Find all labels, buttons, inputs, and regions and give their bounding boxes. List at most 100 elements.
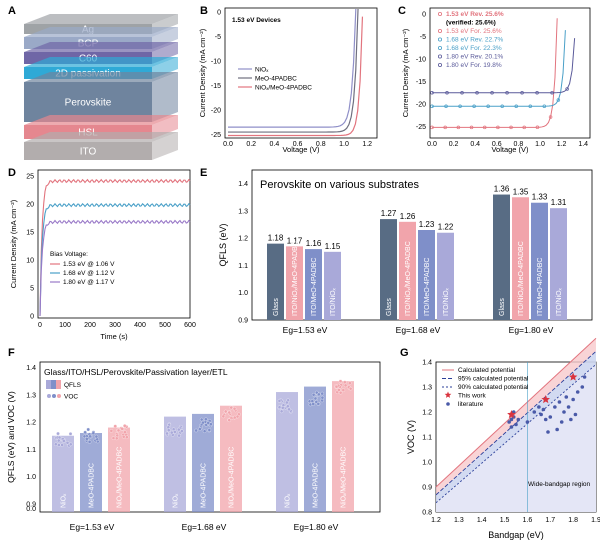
legend-entry: literature [458, 401, 484, 408]
voc-point [311, 392, 316, 397]
legend-entry: QFLS [64, 382, 82, 389]
x-tick-label: 400 [134, 322, 146, 329]
qfls-bar [220, 405, 242, 512]
group-labels-f: Eg=1.53 eV Eg=1.68 eV Eg=1.80 eV [70, 522, 339, 532]
jv-marker [556, 98, 561, 102]
voc-point [320, 391, 324, 396]
qfls-bar [52, 435, 74, 512]
y-tick-label: 25 [26, 174, 34, 181]
legend-swatch [444, 391, 452, 398]
bar-htl-label: NiOₓ [173, 493, 180, 508]
legend-c: 1.53 eV Rev. 25.6% (verified: 25.6%)1.53 … [437, 11, 504, 69]
legend-entry: 1.80 eV @ 1.17 V [63, 279, 115, 286]
voc-point [285, 400, 289, 405]
legend-swatch [46, 380, 51, 389]
legend-entry: 1.53 eV Rev. 25.6% [446, 11, 504, 18]
calculated-potential-line [435, 337, 597, 488]
legend-entry: (verified: 25.6%) [446, 20, 496, 27]
layer-side-face [152, 132, 178, 160]
voc-point [227, 418, 231, 422]
x-tick-label: 300 [109, 322, 121, 329]
bar-substrate-label: ITO/NiOₓ/MeO-4PADBC [292, 241, 299, 316]
jv-marker [514, 104, 518, 108]
group-label: Eg=1.80 eV [294, 522, 339, 532]
jv-marker [490, 90, 494, 95]
voc-point [177, 433, 181, 438]
qfls-bar [304, 386, 326, 512]
qfls-value-label: 1.36 [494, 185, 510, 194]
voc-point [115, 433, 120, 438]
voc-point [125, 435, 129, 439]
jv-marker [528, 104, 533, 108]
x-tick-label: 600 [184, 322, 196, 329]
qfls-value-label: 1.15 [325, 242, 341, 251]
bar-htl-label: NiOₓ [285, 493, 292, 508]
jv-curves-b [228, 8, 364, 137]
group-label: Eg=1.68 eV [182, 522, 227, 532]
potential-band [436, 351, 596, 503]
y-axis-label-d: Current Density (mA cm⁻²) [9, 199, 18, 288]
bar-substrate-label: ITO/NiOₓ/MeO-4PADBC [518, 241, 525, 316]
legend-swatch [52, 394, 56, 398]
voc-point [316, 402, 321, 406]
voc-point [343, 383, 348, 388]
x-tick-label: 1.4 [578, 141, 588, 148]
wide-bandgap-label: Wide-bandgap region [528, 481, 591, 488]
layer-top-face [24, 132, 178, 142]
panel-g: G 1.2 1.3 1.4 1.5 1.6 1.7 1.8 1.90.80.91.01.11.… [400, 337, 600, 540]
stability-curve [39, 219, 191, 317]
jv-marker [456, 125, 461, 130]
voc-point [91, 431, 96, 436]
legend-b: NiOₓ MeO-4PADBC NiOₓ/MeO-4PADBC [238, 67, 312, 92]
y-tick-label: 0 [30, 314, 34, 321]
literature-point [541, 407, 546, 412]
panel-label-a: A [8, 5, 16, 17]
jv-marker [496, 125, 500, 130]
x-tick-label: 1.6 [523, 517, 533, 524]
voc-point [116, 428, 121, 433]
jv-marker [430, 125, 434, 130]
voc-point [310, 399, 315, 403]
voc-point [123, 430, 127, 434]
layer-top-face [24, 42, 178, 52]
jv-marker [505, 90, 509, 95]
y-tick-label: 0 [217, 10, 221, 17]
voc-point [94, 434, 99, 439]
voc-point [235, 414, 240, 419]
literature-point [548, 415, 553, 419]
voc-point [68, 432, 73, 436]
voc-point [166, 425, 171, 429]
y-tick-label: 1.0 [422, 460, 432, 467]
y-tick-label: 1.4 [422, 360, 432, 367]
y-tick-label: 1.2 [238, 236, 248, 243]
legend-entry: MeO-4PADBC [255, 76, 297, 83]
legend-swatch [47, 394, 51, 398]
voc-point [229, 405, 233, 410]
y-tick-label: 15 [26, 230, 34, 237]
legend-g: Calculated potential 95% calculated poten… [442, 367, 529, 408]
layer-top-face [24, 115, 178, 125]
x-tick-label: 500 [159, 322, 171, 329]
voc-point [338, 379, 343, 384]
bar-substrate-label: ITO/NiOₓ [330, 287, 337, 316]
y-axis-label-g: VOC (V) [406, 420, 416, 454]
legend-swatch [437, 46, 442, 51]
literature-point [546, 430, 550, 434]
stability-curve [39, 202, 191, 317]
x-tick-label: 1.2 [431, 517, 441, 524]
y-axis-label-f: QFLS (eV) and VOC (V) [6, 391, 16, 483]
y-tick-label: -25 [211, 132, 221, 139]
y-tick-label: -15 [416, 79, 426, 86]
x-axis-label-d: Time (s) [100, 332, 128, 341]
legend-swatch [57, 394, 61, 398]
y-tick-label: 0.9 [26, 502, 36, 509]
bar-htl-label: NiOₓ/MeO-4PADBC [341, 447, 348, 508]
layer-top-face [24, 27, 178, 37]
x-tick-label: 0.4 [270, 141, 280, 148]
bar-substrate-label: ITO/NiOₓ [443, 287, 450, 316]
y-tick-label: 1.4 [238, 181, 248, 188]
tick-labels-c: 0.0 0.2 0.4 0.6 0.8 1.0 1.2 1.4 0 -5 -10 -15 -20 -25 [416, 12, 588, 149]
this-work-point [507, 410, 516, 419]
voc-point [279, 409, 284, 414]
